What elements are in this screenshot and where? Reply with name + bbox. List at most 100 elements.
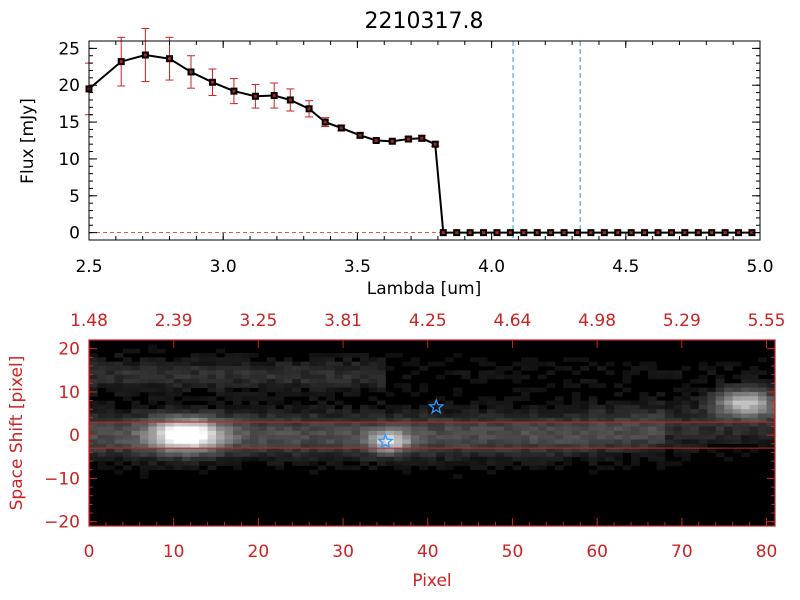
spectrum-x-axis: 2.5 3.0 3.5 4.0 4.5 5.0 (75, 41, 774, 277)
image-pixel (614, 443, 623, 449)
image-pixel (258, 430, 268, 436)
image-pixel (173, 417, 183, 423)
image-pixel (165, 413, 175, 419)
image-pixel (376, 357, 386, 363)
image-pixel (622, 417, 632, 423)
image-pixel (182, 439, 192, 445)
image-pixel (97, 422, 107, 427)
image-pixel (478, 443, 488, 449)
image-pixel (639, 443, 649, 449)
image-pixel (707, 448, 717, 453)
image-pixel (639, 448, 649, 453)
image-pixel (216, 361, 225, 367)
image-pixel (249, 378, 259, 384)
image-pixel (207, 357, 217, 363)
image-pixel (385, 430, 395, 436)
image-pixel (495, 409, 505, 414)
image-pixel (182, 378, 192, 384)
image-pixel (605, 409, 615, 414)
image-pixel (292, 439, 302, 445)
image-pixel (427, 456, 437, 462)
image-pixel (105, 435, 115, 440)
image-pixel (292, 400, 302, 406)
image-pixel (156, 387, 166, 393)
image-pixel (393, 430, 403, 436)
image-pixel (309, 417, 319, 423)
image-pixel (436, 396, 446, 401)
image-pixel (283, 374, 293, 380)
image-pixel (393, 404, 403, 410)
image-pixel (673, 430, 683, 436)
image-pixel (478, 448, 488, 453)
image-pixel (232, 391, 242, 397)
image-pixel (283, 439, 293, 445)
image-pixel (487, 400, 496, 406)
image-pixel (156, 348, 166, 354)
image-pixel (741, 409, 750, 414)
image-pixel (207, 461, 217, 466)
image-pixel (563, 417, 573, 423)
image-pixel (597, 456, 607, 462)
image-pixel (131, 430, 141, 436)
image-pixel (402, 404, 412, 410)
image-pixel (563, 404, 573, 410)
image-pixel (749, 448, 759, 453)
image-pixel (681, 387, 691, 393)
image-pixel (258, 365, 268, 371)
image-pixel (647, 396, 657, 401)
image-pixel (393, 443, 403, 449)
image-pixel (758, 404, 767, 410)
image-pixel (453, 370, 463, 376)
image-pixel (393, 456, 403, 462)
image-pixel (351, 383, 361, 388)
image-pixel (715, 383, 725, 388)
image-pixel (546, 383, 556, 388)
image-pixel (664, 370, 674, 376)
image-pixel (622, 435, 632, 440)
spectrum-point-core (562, 231, 566, 235)
image-pixel (715, 439, 725, 445)
image-pixel (707, 391, 717, 397)
image-pixel (715, 404, 725, 410)
image-pixel (326, 430, 336, 436)
image-pixel (275, 426, 285, 432)
image-pixel (182, 357, 192, 363)
image-pixel (461, 404, 471, 410)
image-pixel (224, 365, 234, 371)
image-pixel (707, 435, 717, 440)
image-pixel (537, 361, 547, 367)
image-pixel (453, 417, 463, 423)
image-pixel (664, 422, 674, 427)
image-pixel (588, 361, 598, 367)
image-pixel (419, 452, 429, 458)
image-pixel (190, 430, 200, 436)
image-pixel (614, 435, 623, 440)
image-pixel (232, 404, 242, 410)
image-pixel (173, 383, 183, 388)
image-pixel (571, 422, 581, 427)
image-pixel (503, 365, 513, 371)
image-pixel (105, 383, 115, 388)
image-pixel (122, 378, 132, 384)
image-pixel (216, 439, 225, 445)
image-pixel (698, 374, 708, 380)
image-pixel (529, 413, 539, 419)
image-pixel (351, 465, 361, 471)
image-pixel (520, 456, 530, 462)
image-pixel (131, 426, 141, 432)
image-pixel (749, 374, 759, 380)
image-pixel (165, 461, 175, 466)
image-pixel (487, 374, 496, 380)
image-pixel (588, 469, 598, 475)
image-pixel (292, 409, 302, 414)
image-pixel (122, 348, 132, 354)
image-pixel (300, 365, 310, 371)
image-x-axis: 0 10 20 30 40 50 60 70 80 (84, 518, 777, 562)
image-pixel (520, 413, 530, 419)
image-pixel (563, 452, 573, 458)
image-pixel (199, 365, 208, 371)
image-pixel (419, 465, 429, 471)
image-pixel (605, 465, 615, 471)
image-pixel (647, 435, 657, 440)
image-pixel (436, 435, 446, 440)
